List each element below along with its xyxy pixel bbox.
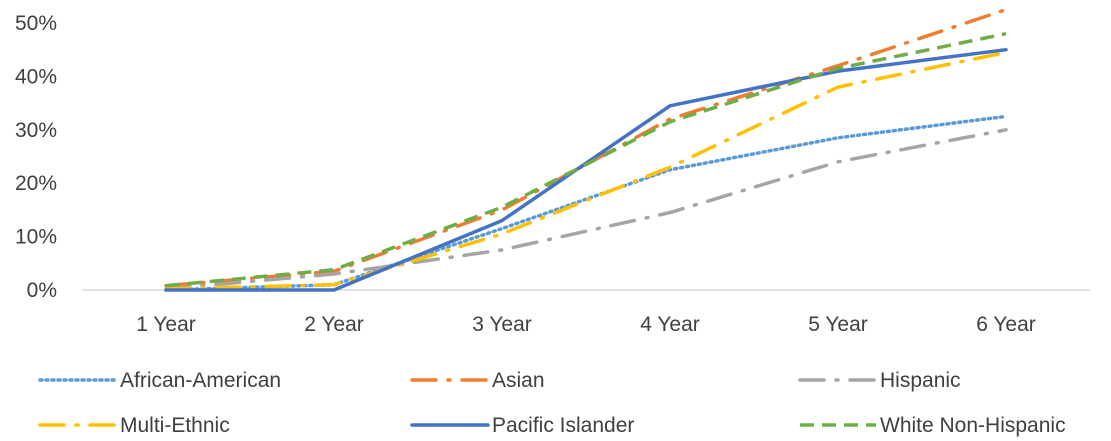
x-tick-label: 2 Year (304, 313, 364, 336)
legend-item-asian: Asian (410, 369, 545, 392)
legend-item-pacific-islander: Pacific Islander (410, 414, 634, 437)
y-tick-label: 20% (15, 172, 57, 195)
series-line-white-non-hispanic (165, 31, 1007, 288)
legend-item-african-american: African-American (38, 369, 281, 392)
legend-label: White Non-Hispanic (880, 414, 1066, 437)
legend-item-white-non-hispanic: White Non-Hispanic (800, 414, 1066, 437)
y-axis: 0% 10% 20% 30% 40% 50% (15, 12, 57, 302)
x-tick-label: 3 Year (472, 313, 532, 336)
x-tick-label: 6 Year (976, 313, 1036, 336)
x-axis: 1 Year 2 Year 3 Year 4 Year 5 Year 6 Year (136, 313, 1036, 336)
legend-label: Asian (492, 369, 545, 392)
legend-label: African-American (120, 369, 281, 392)
series-line-multi-ethnic (164, 50, 1008, 291)
y-tick-label: 30% (15, 119, 57, 142)
y-tick-label: 10% (15, 226, 57, 249)
legend-label: Hispanic (880, 369, 961, 392)
series-line-african-american (164, 114, 1008, 292)
series-lines (164, 7, 1008, 292)
series-line-pacific-islander (164, 47, 1008, 292)
series-line-hispanic (164, 128, 1008, 291)
y-tick-label: 50% (15, 12, 57, 35)
x-tick-label: 4 Year (640, 313, 700, 336)
y-tick-label: 40% (15, 65, 57, 88)
series-line-asian (164, 7, 1008, 288)
x-tick-label: 1 Year (136, 313, 196, 336)
y-tick-label: 0% (27, 279, 57, 302)
legend-label: Pacific Islander (492, 414, 634, 437)
legend-label: Multi-Ethnic (120, 414, 230, 437)
legend-item-multi-ethnic: Multi-Ethnic (38, 414, 230, 437)
x-tick-label: 5 Year (808, 313, 868, 336)
legend-item-hispanic: Hispanic (798, 369, 961, 392)
legend: African-American Asian Hispanic Multi-Ethni… (38, 369, 1066, 437)
